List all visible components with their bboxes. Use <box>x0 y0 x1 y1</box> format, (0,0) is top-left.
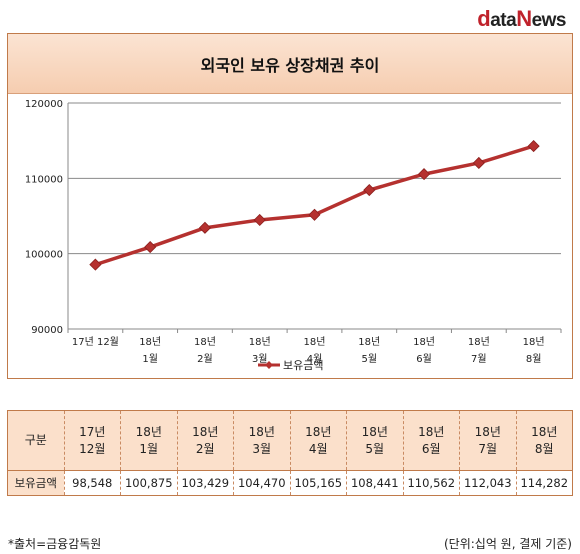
source-note: *출처=금융감독원 <box>8 537 102 551</box>
data-point <box>253 213 266 227</box>
x-tick-label: 6월 <box>416 353 432 365</box>
table-header-cell: 17년 12월 <box>63 410 121 471</box>
table-header-cell: 18년 8월 <box>515 410 573 471</box>
table-header-cell: 18년 2월 <box>176 410 234 471</box>
table-header-text: 5월 <box>365 441 385 456</box>
data-table: 구분 17년 12월 18년 1월 18년 2월 18년 3월 18년 4월 18년 5월 18년 6월 1… <box>7 410 573 496</box>
datanews-logo: dataNews <box>477 6 566 31</box>
y-tick-label: 100000 <box>25 250 63 261</box>
x-tick-label: 18년 <box>304 336 326 348</box>
table-header-text: 3월 <box>252 441 272 456</box>
x-tick-label: 18년 <box>194 336 216 348</box>
y-tick-label: 120000 <box>25 99 63 110</box>
x-tick-label: 17년 12월 <box>72 336 119 348</box>
unit-note: (단위:십억 원, 결제 기준) <box>443 537 572 551</box>
x-tick-label: 18년 <box>413 336 435 348</box>
table-cell: 104,470 <box>233 470 290 496</box>
x-tick-label: 8월 <box>526 353 542 365</box>
x-tick-label: 18년 <box>468 336 490 348</box>
table-header-text: 1월 <box>139 441 159 456</box>
table-header-text: 12월 <box>79 441 106 456</box>
table-header-cell: 18년 6월 <box>402 410 460 471</box>
table-header-label: 구분 <box>7 410 64 471</box>
table-header-text: 18년 <box>418 424 445 439</box>
x-tick-label: 4월 <box>307 353 323 365</box>
x-tick-label: 2월 <box>197 353 213 365</box>
data-point <box>527 140 540 153</box>
data-point <box>417 168 431 181</box>
table-header-text: 18년 <box>474 424 501 439</box>
table-cell: 110,562 <box>402 470 460 496</box>
x-tick-label: 1월 <box>142 353 158 365</box>
table-cell: 105,165 <box>289 470 347 496</box>
data-point <box>363 184 376 197</box>
x-tick-label: 5월 <box>361 353 377 365</box>
table-header-text: 18년 <box>135 424 162 439</box>
chart-title-box: 외국인 보유 상장채권 추이 <box>8 34 572 94</box>
table-header-cell: 18년 7월 <box>459 410 516 471</box>
line-chart: 90000 100000 110000 120000 17년 12월 18년 1월 18년 2월… <box>25 99 562 372</box>
table-cell: 100,875 <box>120 470 177 496</box>
y-tick-label: 90000 <box>31 325 63 336</box>
table-header-text: 8월 <box>534 441 554 456</box>
table-header-cell: 18년 4월 <box>289 410 347 471</box>
legend-label: 보유금액 <box>283 359 323 372</box>
table-header-text: 18년 <box>531 424 558 439</box>
table-cell: 112,043 <box>459 470 516 496</box>
data-point <box>472 156 485 170</box>
table-header-cell: 18년 3월 <box>233 410 290 471</box>
table-header-text: 2월 <box>195 441 215 456</box>
table-header-text: 18년 <box>248 424 275 439</box>
table-header-text: 18년 <box>361 424 388 439</box>
table-header-cell: 18년 1월 <box>120 410 177 471</box>
x-tick-label: 18년 <box>358 336 380 348</box>
y-tick-label: 110000 <box>25 174 63 185</box>
table-row-label: 보유금액 <box>7 470 64 496</box>
data-point <box>198 221 212 234</box>
chart-title: 외국인 보유 상장채권 추이 <box>200 55 380 75</box>
x-tick-label: 18년 <box>249 336 271 348</box>
table-header-text: 7월 <box>478 441 498 456</box>
table-cell: 114,282 <box>515 470 573 496</box>
table-cell: 103,429 <box>176 470 234 496</box>
x-tick-label: 18년 <box>139 336 161 348</box>
x-tick-label: 7월 <box>471 353 487 365</box>
table-header-text: 17년 <box>79 424 106 439</box>
legend-marker <box>265 361 273 369</box>
table-header-text: 6월 <box>421 441 441 456</box>
data-point <box>144 241 157 254</box>
table-header-text: 18년 <box>305 424 332 439</box>
table-cell: 108,441 <box>346 470 403 496</box>
table-header-text: 4월 <box>308 441 328 456</box>
data-point <box>308 208 321 221</box>
chart-panel: 외국인 보유 상장채권 추이 90000 100000 110000 120000 17… <box>7 33 573 379</box>
table-row: 보유금액 98,548 100,875 103,429 104,470 105,165 1… <box>7 470 573 496</box>
x-tick-label: 18년 <box>523 336 545 348</box>
table-header-cell: 18년 5월 <box>346 410 403 471</box>
table-cell: 98,548 <box>63 470 121 496</box>
x-tick-label: 3월 <box>252 353 268 365</box>
series-line <box>94 144 535 267</box>
data-point <box>89 258 102 271</box>
table-header-row: 구분 17년 12월 18년 1월 18년 2월 18년 3월 18년 4월 18년 5월 18년 6월 1… <box>7 410 573 471</box>
table-header-text: 18년 <box>192 424 219 439</box>
